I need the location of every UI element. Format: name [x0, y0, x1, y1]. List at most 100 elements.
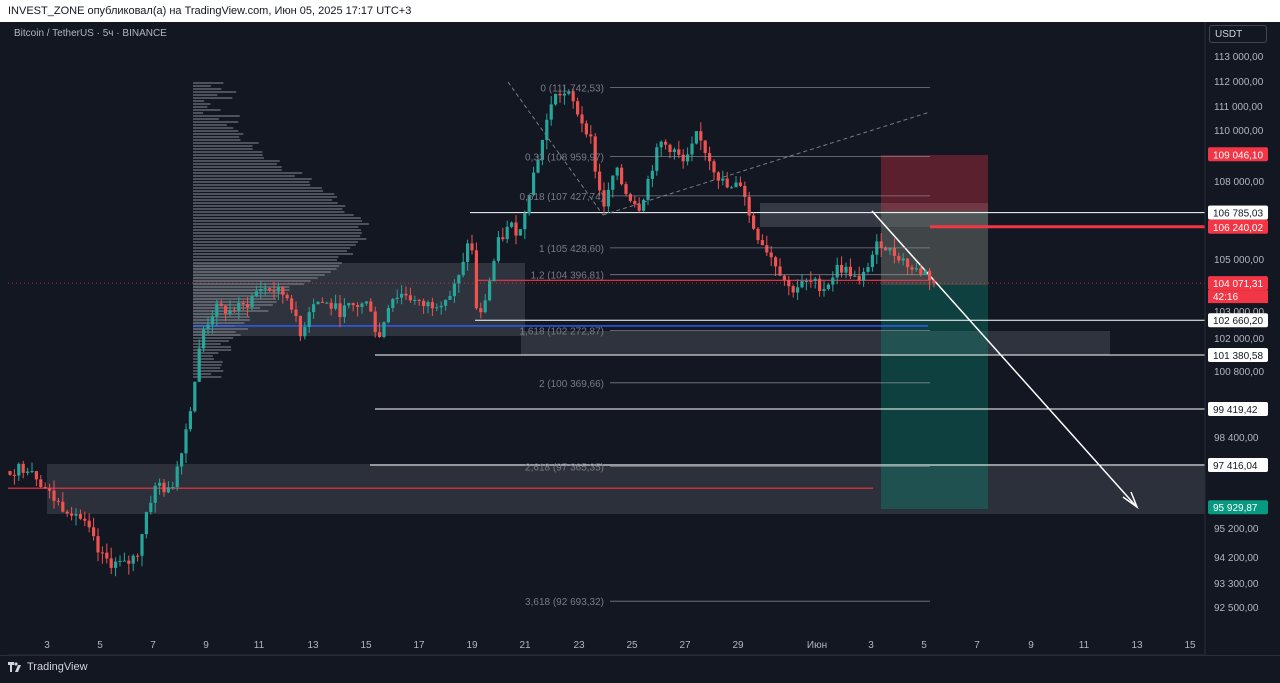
volume-profile-bar: [193, 136, 240, 138]
logo-text: TradingView: [27, 661, 88, 673]
candle-down: [290, 298, 294, 310]
time-tick-label: 9: [1028, 640, 1034, 651]
candle-down: [408, 295, 412, 301]
candle-down: [21, 463, 25, 473]
candle-down: [769, 252, 773, 258]
volume-profile-bar: [193, 274, 325, 276]
candle-down: [712, 161, 716, 173]
candle-up: [831, 277, 835, 285]
price-label: 106 785,03: [1213, 209, 1263, 220]
candle-up: [426, 302, 430, 307]
volume-profile-bar: [193, 253, 353, 255]
price-label-box: [1208, 402, 1268, 416]
candle-up: [862, 271, 866, 281]
time-tick-label: 19: [466, 640, 478, 651]
candle-up: [549, 104, 553, 120]
projection-arrow: [871, 210, 1136, 506]
candle-down: [879, 241, 883, 248]
price-tick-label: 98 400,00: [1214, 433, 1259, 444]
candle-down: [932, 280, 936, 283]
candle-up: [250, 296, 254, 307]
time-tick-label: 3: [868, 640, 874, 651]
volume-profile-bar: [193, 340, 229, 342]
time-tick-label: 7: [974, 640, 980, 651]
currency-button[interactable]: USDT: [1209, 25, 1267, 43]
candle-down: [404, 293, 408, 296]
volume-profile-bar: [193, 145, 253, 147]
time-tick-label: 11: [1079, 640, 1090, 651]
candle-down: [677, 149, 681, 155]
candle-down: [285, 294, 289, 299]
candle-down: [558, 93, 562, 96]
candle-down: [83, 518, 87, 521]
candle-down: [633, 200, 637, 205]
volume-profile-bar: [193, 352, 219, 354]
candle-down: [87, 520, 91, 528]
candle-up: [149, 502, 153, 513]
volume-profile-bar: [193, 244, 356, 246]
volume-profile-bar: [193, 94, 218, 96]
candle-down: [78, 514, 82, 519]
volume-profile-bar: [193, 334, 241, 336]
candle-up: [312, 304, 316, 313]
candle-up: [175, 466, 179, 488]
candle-up: [382, 322, 386, 337]
candle-down: [479, 308, 483, 313]
volume-profile-bar: [193, 268, 337, 270]
candle-down: [320, 301, 324, 303]
candle-up: [800, 281, 804, 288]
volume-profile-bar: [193, 376, 222, 378]
volume-profile-bar: [193, 130, 239, 132]
publish-header: INVEST_ZONE опубликовал(а) на TradingVie…: [0, 0, 1280, 22]
time-tick-label: 25: [626, 640, 638, 651]
candle-down: [281, 287, 285, 295]
time-tick-label: 11: [254, 640, 265, 651]
candle-down: [351, 303, 355, 306]
candle-down: [48, 488, 52, 491]
candle-up: [523, 213, 527, 230]
candle-down: [127, 560, 131, 564]
candle-up: [659, 141, 663, 148]
candle-up: [140, 534, 144, 556]
time-tick-label: 13: [1131, 640, 1143, 651]
volume-profile-bar: [193, 190, 324, 192]
candle-down: [725, 178, 729, 188]
chart-area[interactable]: [8, 22, 1205, 655]
volume-profile-bar: [193, 181, 310, 183]
candle-down: [668, 144, 672, 152]
time-tick-label: 15: [1184, 640, 1196, 651]
candle-down: [747, 196, 751, 216]
candle-up: [114, 561, 118, 568]
price-label-box: [1208, 458, 1268, 472]
volume-profile-bar: [193, 193, 335, 195]
candle-up: [694, 131, 698, 144]
candle-down: [61, 501, 65, 512]
fib-level-label: 2,618 (97 365,35): [525, 462, 604, 473]
price-tick-label: 112 000,00: [1214, 77, 1264, 88]
candle-up: [144, 512, 148, 535]
candle-down: [417, 299, 421, 301]
candle-down: [716, 172, 720, 181]
price-tick-label: 102 000,00: [1214, 334, 1264, 345]
tradingview-logo-icon: [8, 662, 21, 672]
candle-up: [853, 275, 857, 277]
candle-up: [131, 555, 135, 564]
candle-up: [545, 119, 549, 141]
volume-profile-bar: [193, 256, 339, 258]
candle-down: [782, 275, 786, 281]
price-label-box: [1208, 219, 1268, 234]
volume-profile-bar: [193, 169, 282, 171]
candle-down: [232, 310, 236, 312]
candle-down: [369, 301, 373, 312]
tradingview-logo[interactable]: TradingView: [8, 661, 88, 673]
target-zone: [881, 211, 988, 509]
price-tick-label: 93 300,00: [1214, 579, 1259, 590]
volume-profile-bar: [193, 172, 303, 174]
candle-up: [202, 329, 206, 349]
price-label: 109 046,10: [1213, 150, 1263, 161]
candle-down: [571, 91, 575, 102]
volume-profile-bar: [193, 124, 227, 126]
price-label-box: [1208, 276, 1268, 291]
supply-zone: [760, 203, 988, 227]
